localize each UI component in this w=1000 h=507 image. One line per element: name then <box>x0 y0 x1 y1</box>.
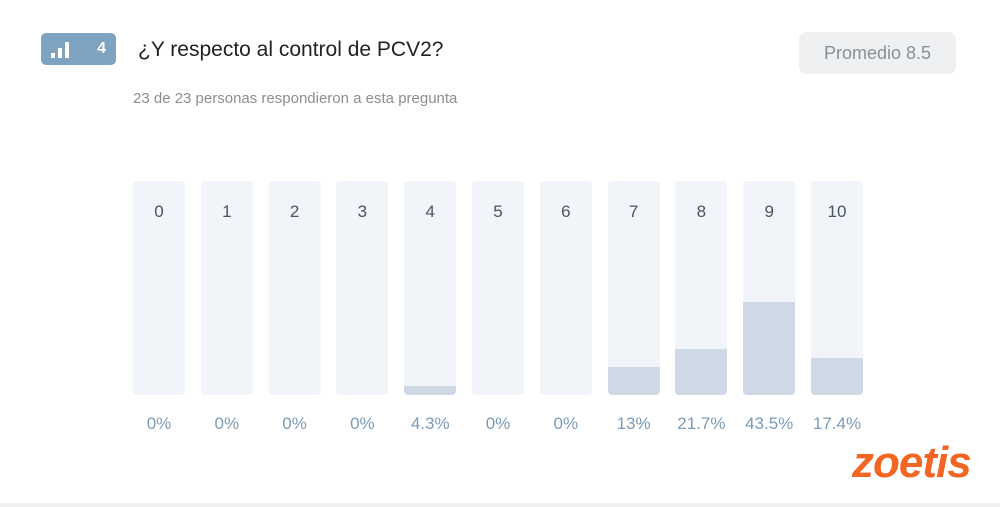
rating-bar-6: 6 <box>539 181 592 395</box>
question-type-badge: 4 <box>41 33 116 65</box>
rating-bar-0: 0 <box>133 181 185 395</box>
average-badge: Promedio 8.5 <box>799 32 956 74</box>
rating-bar-9: 9 <box>743 181 796 395</box>
rating-percent: 43.5% <box>745 414 794 433</box>
rating-label: 9 <box>764 202 774 221</box>
rating-bar-7: 7 <box>607 181 660 395</box>
bar-fill <box>675 348 728 395</box>
rating-percent: 4.3% <box>410 414 450 433</box>
rating-bar-3: 3 <box>336 181 389 395</box>
question-title: ¿Y respecto al control de PCV2? <box>138 38 444 61</box>
rating-bar-2: 2 <box>268 181 321 395</box>
rating-percent: 17.4% <box>812 414 862 433</box>
rating-percent: 0% <box>350 414 375 433</box>
rating-label: 10 <box>827 202 847 221</box>
rating-bar-8: 8 <box>675 181 728 395</box>
rating-bar-1: 1 <box>200 181 253 395</box>
bar-fill <box>404 385 457 395</box>
rating-label: 7 <box>628 202 639 221</box>
rating-percent: 0% <box>485 414 511 433</box>
question-number: 4 <box>97 40 106 57</box>
rating-bar-10: 10 <box>811 181 863 395</box>
rating-label: 1 <box>222 202 232 221</box>
rating-label: 8 <box>696 202 707 221</box>
rating-percent: 0% <box>282 414 307 433</box>
rating-percent: 21.7% <box>677 414 726 433</box>
zoetis-logo: zoetis <box>852 438 972 487</box>
rating-percent: 0% <box>214 414 240 433</box>
rating-percent: 0% <box>553 414 579 433</box>
rating-label: 3 <box>357 202 368 221</box>
rating-label: 5 <box>493 202 503 221</box>
rating-bar-5: 5 <box>472 181 524 395</box>
bar-fill <box>811 357 863 395</box>
divider <box>0 503 1000 507</box>
rating-label: 2 <box>289 202 300 221</box>
rating-label: 4 <box>425 202 435 221</box>
rating-percent: 0% <box>146 414 172 433</box>
responses-count: 23 de 23 personas respondieron a esta pr… <box>133 90 458 107</box>
rating-percent: 13% <box>616 414 651 433</box>
bar-chart-icon <box>51 42 69 58</box>
rating-label: 6 <box>561 202 571 221</box>
bar-fill <box>743 301 796 395</box>
rating-label: 0 <box>154 202 164 221</box>
bar-fill <box>607 367 660 395</box>
rating-bar-4: 4 <box>404 181 457 395</box>
